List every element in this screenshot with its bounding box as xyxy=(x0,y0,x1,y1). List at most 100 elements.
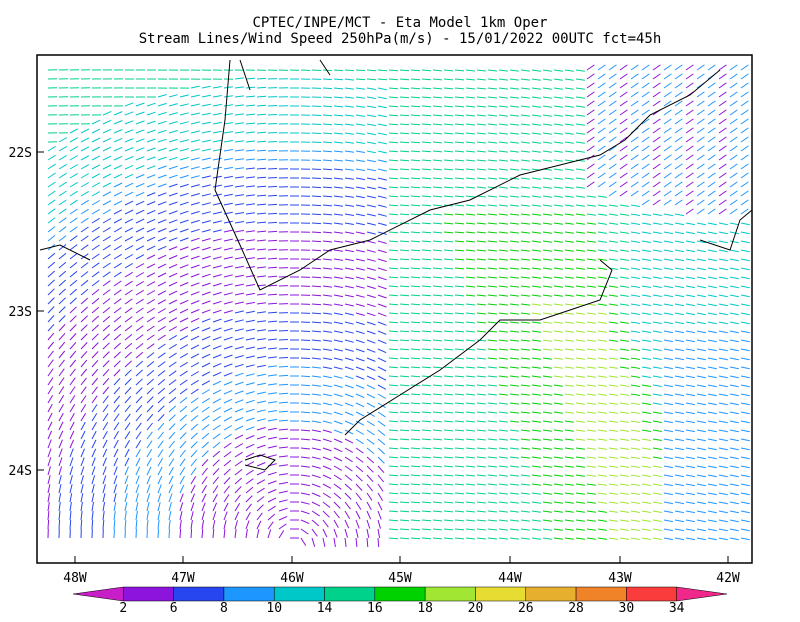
wind-vector xyxy=(81,325,87,331)
wind-vector xyxy=(587,349,596,350)
wind-vector xyxy=(554,232,563,233)
wind-vector xyxy=(532,322,541,323)
wind-vector xyxy=(180,389,187,394)
wind-vector xyxy=(433,169,442,170)
wind-vector xyxy=(642,241,651,243)
wind-vector xyxy=(224,248,233,250)
wind-vector xyxy=(92,281,99,287)
wind-vector xyxy=(345,538,346,547)
wind-vector xyxy=(224,346,233,349)
wind-vector xyxy=(532,430,541,431)
wind-vector xyxy=(675,286,684,288)
wind-vector xyxy=(576,88,585,89)
wind-vector xyxy=(400,97,409,98)
wind-vector xyxy=(620,367,629,368)
wind-vector xyxy=(48,307,54,314)
wind-vector xyxy=(631,520,640,522)
wind-vector xyxy=(488,430,497,431)
wind-vector xyxy=(510,241,519,242)
wind-vector xyxy=(675,164,682,169)
wind-vector xyxy=(587,538,596,539)
wind-vector xyxy=(444,502,453,503)
wind-vector xyxy=(488,241,497,242)
wind-vector xyxy=(466,385,475,386)
wind-vector xyxy=(609,376,618,377)
wind-vector xyxy=(180,300,188,304)
wind-vector xyxy=(455,376,464,377)
wind-vector xyxy=(631,286,640,288)
wind-vector xyxy=(664,376,673,378)
wind-vector xyxy=(576,475,585,476)
wind-vector xyxy=(708,268,717,270)
wind-vector xyxy=(675,439,684,441)
wind-vector xyxy=(169,415,175,421)
wind-vector xyxy=(455,502,464,503)
wind-vector xyxy=(169,485,173,493)
wind-vector xyxy=(433,412,442,413)
wind-vector xyxy=(675,430,684,432)
wind-vector xyxy=(510,214,519,215)
wind-vector xyxy=(191,167,200,169)
wind-vector xyxy=(532,286,541,287)
wind-vector xyxy=(213,511,216,520)
wind-vector xyxy=(356,358,365,361)
wind-vector xyxy=(257,348,266,350)
wind-vector xyxy=(488,349,497,350)
wind-vector xyxy=(246,496,252,502)
wind-vector xyxy=(400,277,409,278)
wind-vector xyxy=(378,331,386,334)
wind-vector xyxy=(268,186,277,187)
wind-vector xyxy=(323,421,332,423)
wind-vector xyxy=(125,379,131,386)
wind-vector xyxy=(136,237,144,241)
wind-vector xyxy=(565,457,574,458)
wind-vector xyxy=(510,439,519,440)
wind-vector xyxy=(411,250,420,251)
wind-vector xyxy=(719,92,726,97)
wind-vector xyxy=(422,169,431,170)
wind-vector xyxy=(323,403,332,405)
wind-vector xyxy=(532,151,541,152)
colorbar-cell xyxy=(325,587,375,601)
wind-vector xyxy=(70,431,74,439)
wind-vector xyxy=(697,110,704,115)
wind-vector xyxy=(235,409,243,412)
wind-vector xyxy=(400,232,409,233)
wind-vector xyxy=(268,213,277,214)
wind-vector xyxy=(235,302,244,304)
wind-vector xyxy=(455,205,464,206)
wind-vector xyxy=(697,223,706,225)
wind-vector xyxy=(708,128,715,133)
wind-vector xyxy=(356,115,365,116)
wind-vector xyxy=(389,511,398,512)
wind-vector xyxy=(114,502,116,511)
wind-vector xyxy=(180,149,189,151)
wind-vector xyxy=(147,388,154,394)
wind-vector xyxy=(631,214,640,216)
wind-vector xyxy=(609,511,618,512)
wind-vector xyxy=(48,289,55,295)
wind-vector xyxy=(697,295,706,297)
wind-vector xyxy=(642,439,651,441)
wind-vector xyxy=(378,214,387,216)
wind-vector xyxy=(444,385,453,386)
wind-vector xyxy=(70,165,78,170)
wind-vector xyxy=(103,183,111,187)
wind-vector xyxy=(543,394,552,395)
wind-vector xyxy=(191,450,197,457)
wind-vector xyxy=(521,259,530,260)
wind-vector xyxy=(411,412,420,413)
wind-vector xyxy=(708,457,717,459)
wind-vector xyxy=(323,169,332,170)
wind-vector xyxy=(576,205,585,206)
wind-vector xyxy=(158,423,164,430)
wind-vector xyxy=(224,221,233,223)
wind-vector xyxy=(598,331,607,332)
wind-vector xyxy=(686,101,693,106)
wind-vector xyxy=(389,403,398,404)
wind-vector xyxy=(202,265,211,268)
wind-vector xyxy=(642,182,649,187)
wind-vector xyxy=(499,412,508,413)
wind-vector xyxy=(213,355,221,358)
wind-vector xyxy=(455,151,464,152)
